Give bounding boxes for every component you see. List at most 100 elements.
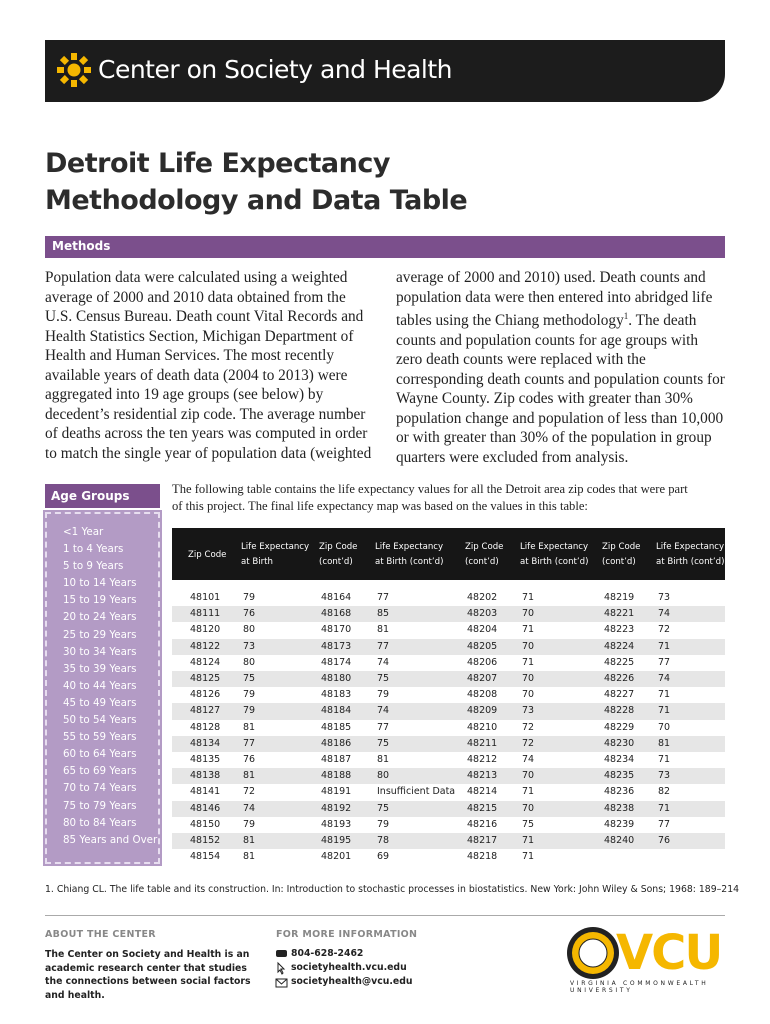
life-expectancy: 70 <box>522 689 535 701</box>
life-expectancy: 73 <box>522 705 535 717</box>
zip-code: 48218 <box>467 851 498 863</box>
zip-code: 48191 <box>321 786 352 798</box>
zip-code: 48141 <box>190 786 221 798</box>
life-expectancy: 79 <box>243 689 256 701</box>
zip-code: 48217 <box>467 835 498 846</box>
life-expectancy: 70 <box>522 608 535 620</box>
age-group: 30 to 34 Years <box>63 645 137 658</box>
title-line: Methodology and Data Table <box>45 185 468 216</box>
life-expectancy: 77 <box>377 640 390 652</box>
zip-code: 48186 <box>321 737 352 749</box>
life-expectancy: 74 <box>377 705 390 717</box>
zip-code: 48234 <box>604 754 635 765</box>
life-expectancy: 70 <box>522 770 535 782</box>
zip-code: 48124 <box>190 656 221 668</box>
zip-code: 48224 <box>604 640 635 652</box>
age-group: 15 to 19 Years <box>63 594 137 607</box>
zip-code: 48226 <box>604 673 635 684</box>
zip-code: 48223 <box>604 624 635 636</box>
footnote-ref: 1 <box>623 311 629 321</box>
life-expectancy: 81 <box>377 754 390 765</box>
zip-code: 48239 <box>604 818 635 830</box>
column-header: at Birth (cont’d) <box>520 557 589 567</box>
zip-code: 48101 <box>190 592 221 603</box>
life-expectancy: 80 <box>377 770 390 782</box>
column-header: Life Expectancy <box>375 542 444 552</box>
methods-text: Population data were calculated using a … <box>45 268 725 468</box>
life-expectancy: 75 <box>377 673 390 684</box>
zip-code: 48207 <box>467 673 498 684</box>
life-expectancy: 77 <box>243 737 256 749</box>
life-expectancy: 71 <box>522 786 535 798</box>
life-expectancy: 74 <box>658 608 671 620</box>
age-group: 80 to 84 Years <box>63 816 137 829</box>
life-expectancy: 70 <box>522 640 535 652</box>
zip-code: 48146 <box>190 802 221 814</box>
life-expectancy: 82 <box>658 786 671 798</box>
contact-web[interactable]: societyhealth.vcu.edu <box>291 962 407 973</box>
table-row: 48141 72 48191 Insufficient Data 48214 71 4823… <box>172 784 725 800</box>
footer-heading: ABOUT THE CENTER <box>45 929 156 940</box>
table-row: 48152 81 48195 78 48217 71 48240 76 <box>172 833 725 850</box>
zip-code: 48192 <box>321 802 352 814</box>
zip-code: 48210 <box>467 721 498 733</box>
contact-email[interactable]: societyhealth@vcu.edu <box>291 976 413 987</box>
age-group: 40 to 44 Years <box>63 679 137 692</box>
table-row: 48122 73 48173 77 48205 70 48224 71 <box>172 638 725 655</box>
age-group: 85 Years and Over <box>63 833 158 846</box>
zip-code: 48180 <box>321 673 352 684</box>
zip-code: 48152 <box>190 835 221 846</box>
age-group: <1 Year <box>63 526 104 538</box>
life-expectancy: 75 <box>243 673 256 684</box>
zip-code: 48230 <box>604 737 635 749</box>
table-row: 48124 80 48174 74 48206 71 48225 77 <box>172 655 725 671</box>
zip-code: 48184 <box>321 705 352 717</box>
vcu-mark: VCU <box>616 925 723 981</box>
zip-code: 48193 <box>321 818 352 830</box>
life-expectancy: 79 <box>377 818 390 830</box>
org-logo <box>57 53 91 87</box>
life-expectancy: 74 <box>658 673 671 684</box>
vcu-seal <box>567 927 619 979</box>
zip-code: 48134 <box>190 737 221 749</box>
zip-code: 48111 <box>190 608 221 620</box>
life-expectancy: 70 <box>522 802 535 814</box>
zip-code: 48228 <box>604 705 635 717</box>
column-header: (cont’d) <box>319 557 353 567</box>
table-row: 48150 79 48193 79 48216 75 48239 77 <box>172 817 725 833</box>
section-heading: Methods <box>52 239 111 253</box>
life-expectancy: 74 <box>243 802 256 814</box>
column-header: at Birth <box>241 557 273 567</box>
life-expectancy: 77 <box>658 656 671 668</box>
zip-code: 48227 <box>604 689 635 701</box>
table-intro: The following table contains the life ex… <box>172 482 688 513</box>
life-expectancy: 75 <box>377 802 390 814</box>
zip-code: 48238 <box>604 802 635 814</box>
life-expectancy: 71 <box>522 592 535 603</box>
table-row: 48154 81 48201 69 48218 71 <box>172 849 725 865</box>
life-expectancy: 76 <box>243 754 256 765</box>
life-expectancy: 71 <box>658 689 671 701</box>
zip-code: 48212 <box>467 754 498 765</box>
life-expectancy: 72 <box>522 721 535 733</box>
life-expectancy: 71 <box>522 851 535 863</box>
zip-code: 48122 <box>190 640 221 652</box>
life-expectancy: 74 <box>377 656 390 668</box>
vcu-tagline: VIRGINIA COMMONWEALTH UNIVERSITY <box>570 980 709 994</box>
life-expectancy: 75 <box>522 818 535 830</box>
life-expectancy: 69 <box>377 851 390 863</box>
life-expectancy: 80 <box>243 656 256 668</box>
column-header: Zip Code <box>602 542 641 552</box>
zip-code: 48204 <box>467 624 498 636</box>
zip-code: 48211 <box>467 737 498 749</box>
zip-code: 48126 <box>190 689 221 701</box>
table-header: Zip Code Life Expectancy at Birth Zip Code (… <box>172 528 725 580</box>
life-expectancy: 72 <box>243 786 256 798</box>
zip-code: 48236 <box>604 786 635 798</box>
life-expectancy: 71 <box>658 640 671 652</box>
zip-code: 48235 <box>604 770 635 782</box>
life-expectancy: 70 <box>522 673 535 684</box>
zip-code: 48208 <box>467 689 498 701</box>
table-row: 48120 80 48170 81 48204 71 48223 72 <box>172 622 725 638</box>
